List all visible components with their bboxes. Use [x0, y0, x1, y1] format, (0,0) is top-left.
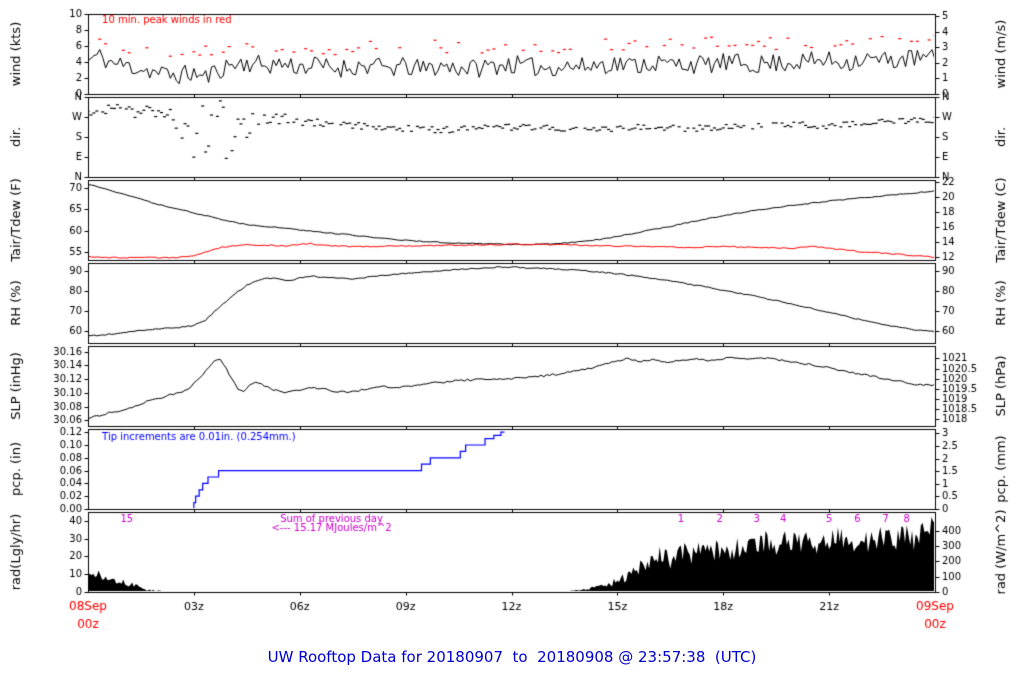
- figure-title: UW Rooftop Data for 20180907 to 20180908…: [267, 648, 757, 666]
